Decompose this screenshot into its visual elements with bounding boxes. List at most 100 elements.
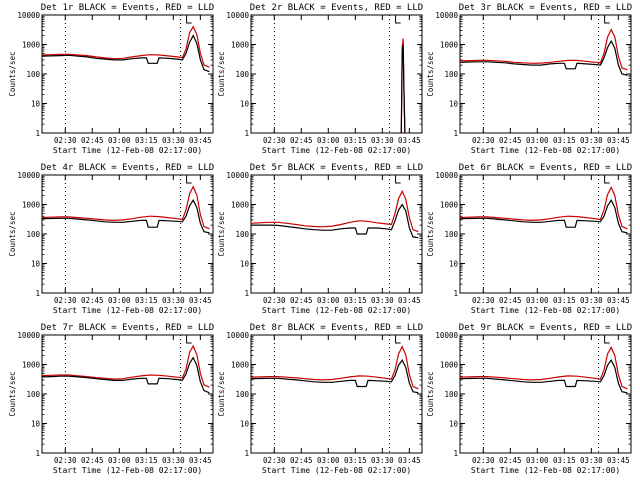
events-series-line [41, 356, 210, 394]
y-tick-label: 10000 [17, 171, 40, 180]
events-series-line [459, 359, 628, 394]
x-axis-label: Start Time (12-Feb-08 02:17:00) [53, 146, 202, 155]
events-series-line [459, 39, 628, 76]
y-tick-label: 100 [444, 70, 458, 79]
x-tick-label: 03:30 [162, 136, 185, 145]
y-tick-label: 10 [240, 420, 250, 429]
y-tick-label: 100 [26, 70, 40, 79]
y-tick-label: 10 [31, 100, 41, 109]
x-tick-label: 02:30 [263, 456, 286, 465]
events-series-line [400, 44, 406, 134]
y-tick-label: 100 [444, 390, 458, 399]
lld-series-line [41, 25, 210, 68]
x-tick-label: 02:30 [54, 136, 77, 145]
x-tick-label: 03:15 [344, 296, 367, 305]
lld-series-line [41, 185, 210, 230]
y-axis-label: Counts/sec [8, 211, 17, 256]
x-tick-label: 03:45 [398, 136, 421, 145]
x-tick-label: 02:30 [472, 296, 495, 305]
x-tick-label: 02:30 [263, 296, 286, 305]
interval-bracket [186, 174, 192, 184]
y-tick-label: 1000 [440, 41, 459, 50]
x-tick-label: 03:45 [189, 136, 212, 145]
x-tick-label: 03:45 [398, 296, 421, 305]
x-tick-label: 02:45 [499, 296, 522, 305]
x-tick-label: 03:00 [526, 296, 549, 305]
y-tick-label: 1 [35, 129, 40, 138]
interval-bracket [604, 334, 610, 344]
x-tick-label: 03:00 [317, 456, 340, 465]
y-tick-label: 1 [244, 129, 249, 138]
x-tick-label: 02:45 [290, 456, 313, 465]
lld-series-line [459, 186, 628, 230]
lld-series-line [459, 28, 628, 71]
y-tick-label: 1000 [231, 201, 250, 210]
x-tick-label: 03:30 [371, 136, 394, 145]
panel-4: Det 4r BLACK = Events, RED = LLD 1 10 100 10… [8, 163, 214, 315]
lld-series-line [250, 345, 419, 390]
lld-series-line [250, 189, 419, 233]
panel-3: Det 3r BLACK = Events, RED = LLD 1 10 100 10… [426, 3, 632, 155]
x-tick-label: 03:00 [108, 296, 131, 305]
x-axis-label: Start Time (12-Feb-08 02:17:00) [53, 306, 202, 315]
x-tick-label: 03:15 [135, 456, 158, 465]
x-tick-label: 03:45 [607, 136, 630, 145]
y-tick-label: 10000 [17, 11, 40, 20]
y-tick-label: 1 [244, 289, 249, 298]
plot-frame [250, 174, 423, 294]
y-tick-label: 10000 [226, 11, 249, 20]
events-series-line [41, 198, 210, 234]
y-axis-label: Counts/sec [217, 371, 226, 416]
y-tick-label: 10000 [435, 11, 458, 20]
y-tick-label: 1000 [440, 201, 459, 210]
x-tick-label: 02:30 [54, 456, 77, 465]
y-tick-label: 1 [453, 129, 458, 138]
y-tick-label: 1000 [22, 361, 41, 370]
y-tick-label: 10 [449, 100, 459, 109]
plot-frame [459, 14, 632, 134]
y-tick-label: 10000 [226, 171, 249, 180]
x-tick-label: 03:15 [553, 296, 576, 305]
panel-6: Det 6r BLACK = Events, RED = LLD 1 10 100 10… [426, 163, 632, 315]
x-axis-label: Start Time (12-Feb-08 02:17:00) [471, 146, 620, 155]
y-tick-label: 1 [244, 449, 249, 458]
lld-series-line [41, 344, 210, 388]
x-tick-label: 03:00 [526, 136, 549, 145]
x-tick-label: 03:00 [108, 456, 131, 465]
y-tick-label: 10 [240, 100, 250, 109]
x-tick-label: 02:45 [81, 456, 104, 465]
panel-title: Det 1r BLACK = Events, RED = LLD [41, 3, 214, 13]
x-axis-label: Start Time (12-Feb-08 02:17:00) [471, 306, 620, 315]
x-tick-label: 02:30 [472, 136, 495, 145]
x-tick-label: 03:30 [162, 296, 185, 305]
y-axis-label: Counts/sec [8, 51, 17, 96]
plot-frame [459, 174, 632, 294]
interval-bracket [186, 334, 192, 344]
y-tick-label: 10000 [435, 331, 458, 340]
x-tick-label: 02:45 [81, 136, 104, 145]
panel-title: Det 4r BLACK = Events, RED = LLD [41, 163, 214, 173]
panel-8: Det 8r BLACK = Events, RED = LLD 1 10 100 10… [217, 323, 423, 475]
y-tick-label: 1000 [22, 201, 41, 210]
x-tick-label: 03:30 [371, 296, 394, 305]
y-axis-label: Counts/sec [426, 51, 435, 96]
x-tick-label: 03:45 [607, 456, 630, 465]
events-series-line [250, 359, 419, 394]
x-tick-label: 03:30 [371, 456, 394, 465]
plot-frame [41, 14, 214, 134]
y-tick-label: 10 [449, 260, 459, 269]
x-tick-label: 03:15 [553, 456, 576, 465]
panel-9: Det 9r BLACK = Events, RED = LLD 1 10 100 10… [426, 323, 632, 475]
interval-bracket [186, 14, 192, 24]
panel-5: Det 5r BLACK = Events, RED = LLD 1 10 100 10… [217, 163, 423, 315]
y-axis-label: Counts/sec [217, 51, 226, 96]
y-tick-label: 100 [26, 390, 40, 399]
y-tick-label: 1000 [440, 361, 459, 370]
x-tick-label: 03:00 [526, 456, 549, 465]
panel-1: Det 1r BLACK = Events, RED = LLD 1 10 100 10… [8, 3, 214, 155]
y-tick-label: 1 [35, 289, 40, 298]
y-tick-label: 100 [235, 70, 249, 79]
y-tick-label: 10 [31, 260, 41, 269]
events-series-line [41, 34, 210, 73]
